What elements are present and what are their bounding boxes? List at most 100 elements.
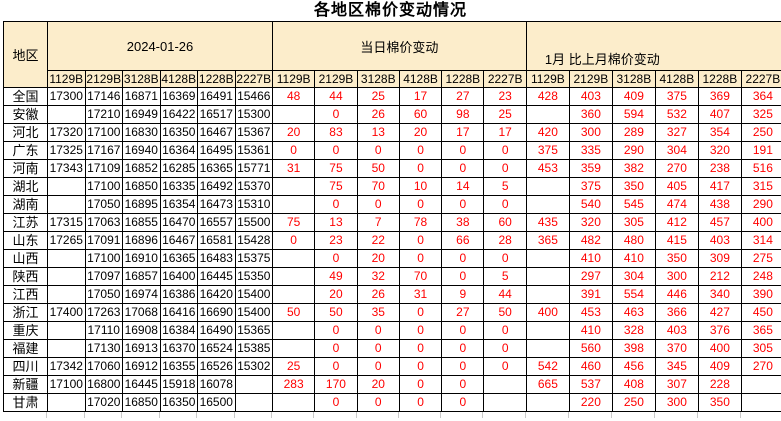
grade-header-daily-1129B[interactable]: 1129B (271, 70, 316, 88)
monthly_change-cell[interactable]: 417 (697, 177, 742, 196)
monthly_change-cell[interactable]: 365 (525, 231, 570, 250)
grade-header-monthly-1228B[interactable]: 1228B (697, 70, 742, 88)
monthly_change-cell[interactable]: 290 (611, 141, 656, 160)
monthly_change-cell[interactable]: 354 (697, 123, 742, 142)
prices-cell[interactable]: 17060 (84, 357, 123, 376)
monthly_change-cell[interactable] (525, 321, 570, 340)
daily_change-cell[interactable]: 0 (483, 321, 527, 340)
region-cell[interactable]: 重庆 (3, 321, 48, 340)
monthly_change-cell[interactable] (740, 375, 781, 394)
monthly_change-cell[interactable]: 212 (697, 267, 742, 286)
monthly_change-cell[interactable]: 297 (568, 267, 613, 286)
daily_change-cell[interactable]: 0 (441, 267, 485, 286)
monthly_change-cell[interactable] (525, 393, 570, 412)
prices-cell[interactable]: 17342 (47, 357, 86, 376)
monthly_change-cell[interactable]: 369 (697, 87, 742, 106)
prices-cell[interactable] (47, 321, 86, 340)
prices-cell[interactable]: 17050 (84, 285, 123, 304)
daily_change-cell[interactable] (271, 339, 316, 358)
daily_change-cell[interactable]: 49 (314, 267, 358, 286)
prices-cell[interactable]: 16491 (197, 87, 236, 106)
daily_change-cell[interactable]: 17 (398, 87, 443, 106)
prices-cell[interactable]: 17020 (84, 393, 123, 412)
daily_change-cell[interactable]: 0 (356, 339, 400, 358)
monthly_change-cell[interactable]: 325 (740, 105, 781, 124)
prices-cell[interactable]: 16912 (122, 357, 161, 376)
daily_change-cell[interactable]: 9 (441, 285, 485, 304)
daily_change-cell[interactable]: 25 (271, 357, 316, 376)
monthly_change-cell[interactable]: 545 (611, 195, 656, 214)
monthly_change-cell[interactable]: 516 (740, 159, 781, 178)
daily_change-cell[interactable]: 26 (356, 285, 400, 304)
grade-header-date-3128B[interactable]: 3128B (122, 70, 161, 88)
prices-cell[interactable] (47, 195, 86, 214)
grade-header-daily-3128B[interactable]: 3128B (356, 70, 400, 88)
grade-header-daily-2227B[interactable]: 2227B (483, 70, 527, 88)
daily_change-cell[interactable]: 23 (483, 87, 527, 106)
prices-cell[interactable]: 16445 (122, 375, 161, 394)
monthly_change-cell[interactable]: 320 (568, 213, 613, 232)
prices-cell[interactable]: 17300 (47, 87, 86, 106)
monthly_change-cell[interactable]: 409 (697, 357, 742, 376)
prices-cell[interactable] (234, 393, 273, 412)
prices-cell[interactable]: 16365 (159, 249, 198, 268)
daily_change-cell[interactable]: 26 (356, 105, 400, 124)
monthly_change-cell[interactable]: 275 (740, 249, 781, 268)
prices-cell[interactable]: 16857 (122, 267, 161, 286)
prices-cell[interactable]: 17100 (84, 123, 123, 142)
grade-header-daily-1228B[interactable]: 1228B (441, 70, 485, 88)
daily_change-cell[interactable]: 0 (314, 249, 358, 268)
daily_change-cell[interactable]: 0 (271, 141, 316, 160)
monthly_change-cell[interactable]: 364 (740, 87, 781, 106)
monthly_change-cell[interactable]: 220 (568, 393, 613, 412)
monthly_change-cell[interactable]: 350 (654, 249, 699, 268)
prices-cell[interactable]: 15771 (234, 159, 273, 178)
monthly_change-cell[interactable]: 305 (740, 339, 781, 358)
daily_change-cell[interactable]: 70 (356, 177, 400, 196)
daily_change-cell[interactable]: 0 (441, 393, 485, 412)
prices-cell[interactable]: 15350 (234, 267, 273, 286)
prices-cell[interactable]: 16483 (197, 249, 236, 268)
daily_change-cell[interactable]: 283 (271, 375, 316, 394)
monthly_change-cell[interactable] (525, 105, 570, 124)
daily_change-cell[interactable]: 70 (398, 267, 443, 286)
daily_change-cell[interactable]: 0 (398, 159, 443, 178)
prices-cell[interactable]: 16445 (197, 267, 236, 286)
prices-cell[interactable]: 15500 (234, 213, 273, 232)
prices-cell[interactable]: 17068 (122, 303, 161, 322)
daily_change-cell[interactable]: 0 (441, 357, 485, 376)
prices-cell[interactable]: 17063 (84, 213, 123, 232)
monthly_change-cell[interactable]: 457 (697, 213, 742, 232)
daily_change-cell[interactable]: 0 (398, 303, 443, 322)
daily_change-cell[interactable] (271, 393, 316, 412)
monthly_change-cell[interactable]: 328 (611, 321, 656, 340)
prices-cell[interactable] (47, 105, 86, 124)
daily_change-cell[interactable]: 22 (356, 231, 400, 250)
monthly_change-cell[interactable]: 407 (697, 105, 742, 124)
monthly_change-cell[interactable]: 456 (611, 357, 656, 376)
daily_change-cell[interactable]: 170 (314, 375, 358, 394)
monthly_change-cell[interactable]: 398 (611, 339, 656, 358)
daily_change-cell[interactable]: 13 (314, 213, 358, 232)
daily_change-cell[interactable]: 83 (314, 123, 358, 142)
prices-cell[interactable]: 16365 (197, 159, 236, 178)
monthly_change-cell[interactable]: 405 (654, 177, 699, 196)
prices-cell[interactable]: 16285 (159, 159, 198, 178)
monthly_change-cell[interactable] (740, 393, 781, 412)
monthly_change-cell[interactable]: 382 (611, 159, 656, 178)
monthly_change-cell[interactable]: 403 (654, 321, 699, 340)
prices-cell[interactable]: 17100 (84, 177, 123, 196)
daily_change-cell[interactable]: 0 (356, 195, 400, 214)
daily_change-cell[interactable] (483, 375, 527, 394)
prices-cell[interactable]: 16850 (122, 177, 161, 196)
prices-cell[interactable]: 17167 (84, 141, 123, 160)
prices-cell[interactable] (234, 375, 273, 394)
monthly_change-cell[interactable]: 315 (740, 177, 781, 196)
monthly_change-cell[interactable] (525, 249, 570, 268)
group-header-date[interactable]: 2024-01-26 (47, 21, 273, 71)
daily_change-cell[interactable]: 25 (356, 87, 400, 106)
monthly_change-cell[interactable]: 463 (611, 303, 656, 322)
daily_change-cell[interactable]: 0 (398, 393, 443, 412)
region-cell[interactable]: 福建 (3, 339, 48, 358)
daily_change-cell[interactable]: 0 (356, 141, 400, 160)
